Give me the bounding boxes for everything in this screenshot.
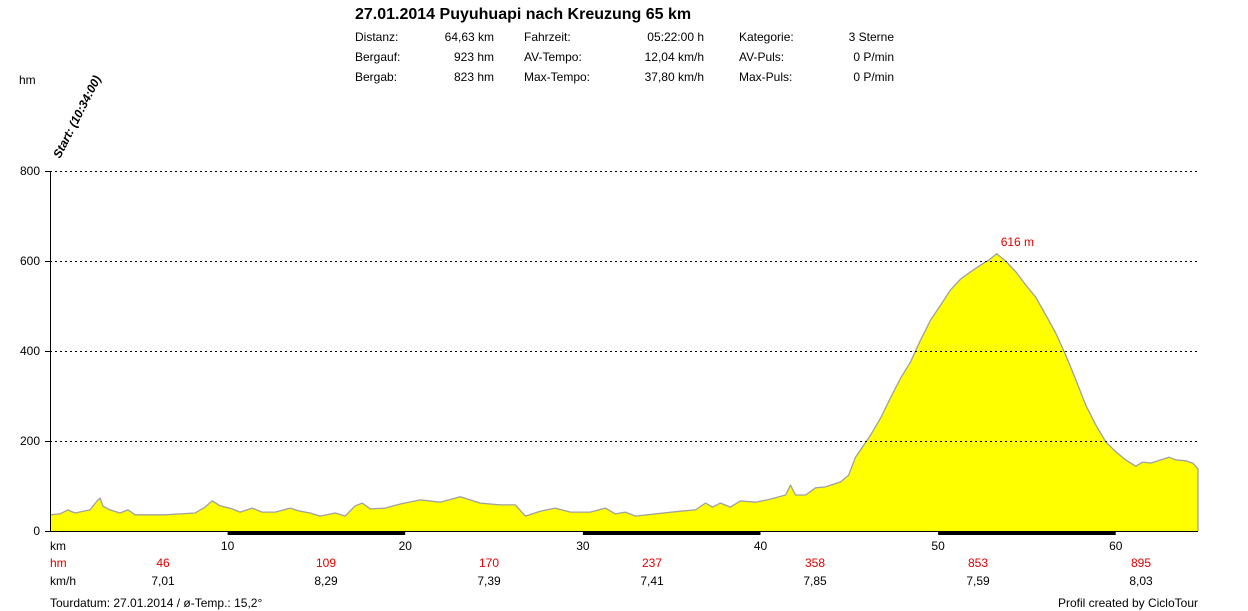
y-tick-label: 400 — [20, 344, 40, 358]
y-tick-label: 200 — [20, 434, 40, 448]
stat-label-descent: Bergab: — [355, 70, 397, 84]
segment-speed-value: 7,41 — [640, 574, 664, 588]
scale-bar-segment — [227, 531, 406, 535]
segment-row-label-hm: hm — [50, 556, 67, 570]
segment-speed-value: 8,03 — [1129, 574, 1153, 588]
stat-value-avg-pulse: 0 P/min — [853, 50, 894, 64]
x-tick-label: 50 — [931, 539, 945, 553]
segment-speed-value: 7,01 — [151, 574, 175, 588]
x-tick-label: 30 — [576, 539, 590, 553]
segment-hm-value: 237 — [642, 556, 662, 570]
x-tick-label: 20 — [399, 539, 413, 553]
y-tick-label: 600 — [20, 254, 40, 268]
segment-speed-value: 7,39 — [477, 574, 501, 588]
x-tick-label: 60 — [1109, 539, 1123, 553]
segment-row-label-speed: km/h — [50, 574, 76, 588]
y-axis-label: hm — [19, 73, 36, 87]
stat-value-descent: 823 hm — [454, 70, 494, 84]
segment-hm-value: 853 — [968, 556, 988, 570]
scale-bar-segment — [582, 531, 761, 535]
segment-hm-value: 109 — [316, 556, 336, 570]
stat-label-category: Kategorie: — [739, 30, 794, 44]
y-tick-label: 0 — [33, 524, 40, 538]
tour-stats-table: Distanz: 64,63 km Fahrzeit: 05:22:00 h K… — [355, 30, 894, 84]
stat-value-avg-speed: 12,04 km/h — [645, 50, 704, 64]
gridlines — [50, 171, 1198, 442]
x-tick-label: 10 — [221, 539, 235, 553]
elevation-line — [49, 253, 1199, 531]
start-time-label: Start: (10:34:00) — [50, 73, 104, 160]
segment-speed-value: 7,59 — [966, 574, 990, 588]
chart-title: 27.01.2014 Puyuhuapi nach Kreuzung 65 km — [355, 6, 691, 23]
stat-value-max-speed: 37,80 km/h — [645, 70, 704, 84]
stat-value-max-pulse: 0 P/min — [853, 70, 894, 84]
segment-summary: hm 46 109 170 237 358 853 895 km/h 7,01 8,29 7,39 7,… — [50, 556, 1153, 588]
stat-label-avg-pulse: AV-Puls: — [739, 50, 784, 64]
segment-hm-value: 358 — [805, 556, 825, 570]
axis-tick-labels: 0 200 400 600 800 10 20 30 40 50 60 616 m — [20, 164, 1123, 553]
segment-hm-value: 46 — [156, 556, 170, 570]
peak-elevation-label: 616 m — [1001, 235, 1034, 249]
elevation-area — [50, 253, 1198, 532]
stat-label-max-pulse: Max-Puls: — [739, 70, 792, 84]
stat-label-duration: Fahrzeit: — [524, 30, 571, 44]
tour-date-temperature: Tourdatum: 27.01.2014 / ø-Temp.: 15,2° — [50, 596, 262, 610]
stat-label-max-speed: Max-Tempo: — [524, 70, 590, 84]
stat-label-ascent: Bergauf: — [355, 50, 400, 64]
elevation-series — [49, 253, 1199, 532]
segment-hm-value: 170 — [479, 556, 499, 570]
axes — [45, 171, 1198, 535]
credit-text: Profil created by CicloTour — [1058, 596, 1198, 610]
segment-speed-value: 7,85 — [803, 574, 827, 588]
scale-bar-segment — [938, 531, 1116, 535]
stat-label-distance: Distanz: — [355, 30, 398, 44]
stat-label-avg-speed: AV-Tempo: — [524, 50, 582, 64]
stat-value-duration: 05:22:00 h — [647, 30, 704, 44]
y-tick-label: 800 — [20, 164, 40, 178]
stat-value-distance: 64,63 km — [445, 30, 494, 44]
x-tick-label: 40 — [754, 539, 768, 553]
stat-value-ascent: 923 hm — [454, 50, 494, 64]
segment-speed-value: 8,29 — [314, 574, 338, 588]
x-axis-label: km — [50, 539, 66, 553]
segment-hm-value: 895 — [1131, 556, 1151, 570]
stat-value-category: 3 Sterne — [849, 30, 895, 44]
